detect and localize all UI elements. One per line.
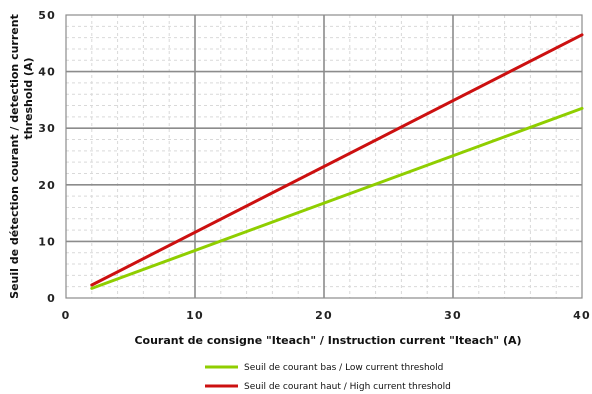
y-tick-label: 0 (47, 292, 56, 305)
series-lines (90, 33, 584, 290)
legend-item-low: Seuil de courant bas / Low current thres… (205, 363, 443, 373)
y-axis-ticks: 0 10 20 30 40 50 (38, 9, 56, 305)
x-axis-title: Courant de consigne "Iteach" / Instructi… (134, 334, 521, 347)
y-tick-label: 20 (38, 179, 56, 192)
y-tick-label: 50 (38, 9, 56, 22)
series-line-high (90, 33, 584, 287)
legend: Seuil de courant bas / Low current thres… (205, 363, 451, 392)
legend-item-high: Seuil de courant haut / High current thr… (205, 382, 451, 392)
series-line-low (90, 106, 584, 290)
y-tick-label: 10 (38, 235, 56, 248)
y-tick-label: 40 (38, 66, 56, 79)
y-tick-label: 30 (38, 122, 56, 135)
x-tick-label: 40 (573, 309, 591, 322)
x-axis-ticks: 0 10 20 30 40 (62, 309, 591, 322)
legend-label-high: Seuil de courant haut / High current thr… (244, 382, 451, 392)
y-axis-title-line-1: Seuil de détection courant / detection c… (8, 14, 21, 299)
x-tick-label: 0 (62, 309, 71, 322)
plot-frame (65, 14, 583, 299)
legend-label-low: Seuil de courant bas / Low current thres… (244, 363, 443, 373)
major-grid (65, 14, 583, 299)
y-axis-title-line-2: threshold (A) (22, 58, 35, 140)
x-tick-label: 10 (186, 309, 204, 322)
x-tick-label: 20 (315, 309, 333, 322)
x-tick-label: 30 (444, 309, 462, 322)
